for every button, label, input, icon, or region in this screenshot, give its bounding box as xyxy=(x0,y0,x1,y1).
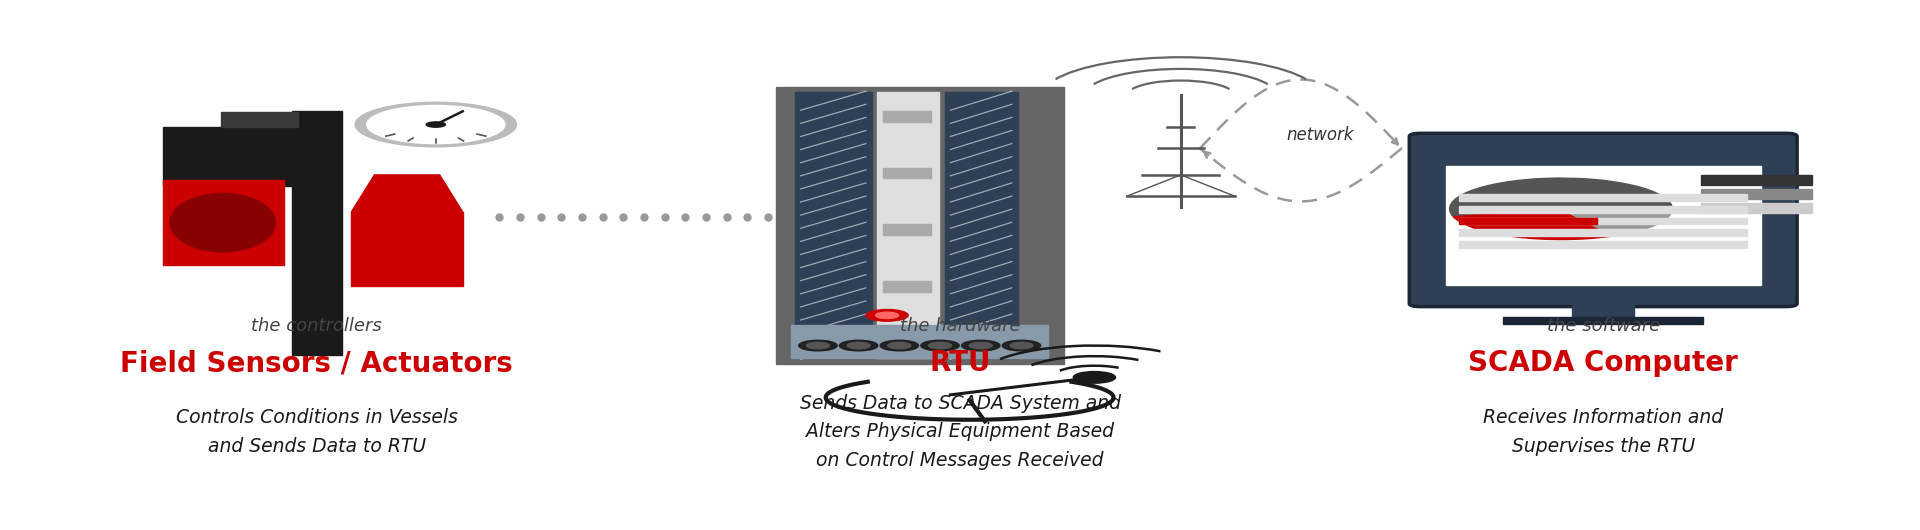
Text: the hardware: the hardware xyxy=(900,317,1020,335)
Text: Sends Data to SCADA System and
Alters Physical Equipment Based
on Control Messag: Sends Data to SCADA System and Alters Ph… xyxy=(799,394,1121,470)
Wedge shape xyxy=(1453,209,1613,240)
Text: the software: the software xyxy=(1548,317,1659,335)
Text: Controls Conditions in Vessels
and Sends Data to RTU: Controls Conditions in Vessels and Sends… xyxy=(177,408,457,456)
Bar xyxy=(351,212,463,286)
Bar xyxy=(883,224,931,235)
Bar xyxy=(1459,241,1747,248)
Circle shape xyxy=(929,342,952,349)
Circle shape xyxy=(962,340,1000,351)
Bar xyxy=(877,92,939,358)
Circle shape xyxy=(879,340,918,351)
Bar xyxy=(1572,302,1634,320)
FancyBboxPatch shape xyxy=(1409,134,1797,306)
Bar xyxy=(1701,189,1812,199)
Text: Receives Information and
Supervises the RTU: Receives Information and Supervises the … xyxy=(1482,408,1724,456)
Bar xyxy=(791,325,1048,358)
Circle shape xyxy=(922,340,960,351)
Bar xyxy=(795,92,872,358)
Bar xyxy=(1459,217,1597,225)
Bar xyxy=(945,92,1018,358)
Bar xyxy=(292,111,342,355)
Bar xyxy=(1459,195,1747,201)
Circle shape xyxy=(847,342,870,349)
Circle shape xyxy=(1073,372,1116,383)
Wedge shape xyxy=(1450,178,1672,217)
Circle shape xyxy=(806,342,829,349)
Bar xyxy=(883,168,931,179)
Circle shape xyxy=(887,342,910,349)
Bar xyxy=(1701,203,1812,213)
Text: the controllers: the controllers xyxy=(252,317,382,335)
Bar xyxy=(1459,217,1747,225)
Ellipse shape xyxy=(171,193,276,252)
Text: SCADA Computer: SCADA Computer xyxy=(1469,349,1738,377)
Circle shape xyxy=(367,105,505,144)
Circle shape xyxy=(839,340,877,351)
Bar xyxy=(1459,229,1747,236)
Text: Field Sensors / Actuators: Field Sensors / Actuators xyxy=(121,349,513,377)
Circle shape xyxy=(876,312,899,319)
Circle shape xyxy=(866,310,908,321)
Text: network: network xyxy=(1286,126,1354,144)
Bar xyxy=(883,281,931,292)
Bar xyxy=(163,180,284,265)
Circle shape xyxy=(1010,342,1033,349)
Circle shape xyxy=(799,340,837,351)
Circle shape xyxy=(426,122,445,127)
Bar xyxy=(221,112,298,127)
Circle shape xyxy=(355,102,516,147)
Bar xyxy=(776,87,1064,364)
Bar xyxy=(883,111,931,122)
Bar xyxy=(1459,206,1747,213)
Circle shape xyxy=(1002,340,1041,351)
Text: RTU: RTU xyxy=(929,349,991,377)
Wedge shape xyxy=(1561,209,1672,236)
Bar xyxy=(163,127,321,185)
Bar xyxy=(1701,175,1812,185)
Polygon shape xyxy=(351,175,463,212)
Circle shape xyxy=(970,342,993,349)
Bar xyxy=(1446,166,1761,285)
Bar xyxy=(1503,316,1703,323)
